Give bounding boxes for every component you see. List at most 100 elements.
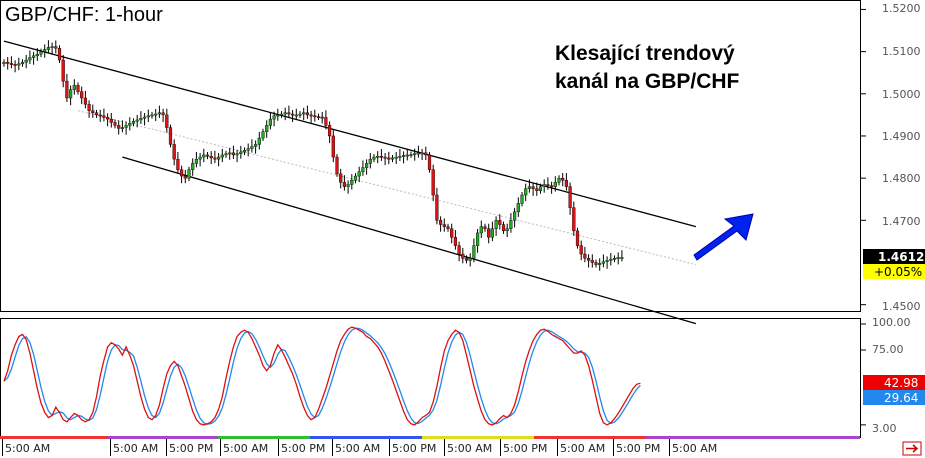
scroll-right-icon bbox=[906, 444, 919, 453]
price-badge-bg bbox=[863, 249, 925, 264]
candle bbox=[213, 157, 217, 160]
candle bbox=[94, 112, 99, 116]
candle bbox=[183, 175, 187, 179]
candle bbox=[198, 156, 202, 160]
stochastic-k-line bbox=[3, 326, 641, 426]
candle bbox=[65, 80, 69, 99]
candle bbox=[157, 112, 161, 115]
candle bbox=[43, 49, 47, 52]
candle bbox=[272, 115, 276, 120]
x-tick-label: 5:00 PM bbox=[503, 442, 547, 455]
candle bbox=[527, 186, 531, 189]
candle bbox=[320, 116, 324, 119]
candle bbox=[316, 116, 321, 118]
x-tick-label: 5:00 AM bbox=[447, 442, 492, 455]
candle bbox=[513, 211, 517, 221]
candle bbox=[24, 59, 28, 63]
candle bbox=[13, 64, 17, 66]
channel-upper-line bbox=[3, 40, 697, 228]
price-axis: 1.5200 1.5100 1.5000 1.4900 1.4800 1.470… bbox=[882, 2, 921, 313]
candle bbox=[253, 144, 258, 147]
x-tick-label: 5:00 AM bbox=[672, 442, 717, 455]
candle bbox=[239, 151, 243, 154]
y-tick-label: 1.4800 bbox=[882, 172, 921, 185]
candle bbox=[9, 63, 13, 65]
candle bbox=[176, 158, 180, 170]
d-badge: 29.64 bbox=[884, 391, 918, 405]
candle bbox=[468, 258, 472, 261]
candle bbox=[450, 228, 454, 238]
candle bbox=[509, 220, 513, 229]
candle bbox=[457, 245, 461, 255]
candle bbox=[98, 114, 102, 117]
candle bbox=[32, 55, 36, 58]
candle bbox=[39, 51, 43, 55]
annotation-line-1: Klesající trendový bbox=[555, 42, 735, 65]
candle bbox=[609, 258, 613, 261]
candle bbox=[476, 232, 480, 246]
candle bbox=[294, 114, 298, 117]
stochastic-axis: 100.00 75.00 3.00 bbox=[872, 316, 911, 435]
candle bbox=[398, 156, 402, 158]
y-tick-label: 1.5200 bbox=[882, 2, 921, 15]
candle bbox=[35, 53, 39, 57]
candle bbox=[494, 220, 498, 229]
stochastic-d-line bbox=[3, 327, 641, 425]
candle bbox=[61, 59, 65, 82]
candle bbox=[261, 131, 265, 139]
candle bbox=[283, 112, 287, 115]
candle bbox=[172, 144, 176, 160]
x-tick-label: 5:00 PM bbox=[169, 442, 213, 455]
d-badge-bg bbox=[863, 390, 925, 405]
candle bbox=[105, 117, 110, 120]
candle bbox=[420, 152, 424, 155]
candle bbox=[427, 154, 432, 170]
candle bbox=[161, 112, 165, 116]
candle bbox=[365, 163, 369, 168]
candle bbox=[372, 156, 376, 160]
candle bbox=[435, 194, 439, 221]
price-badge: 1.4612 bbox=[878, 250, 924, 264]
candle bbox=[598, 263, 602, 265]
candle bbox=[538, 186, 543, 191]
y-tick-label: 1.4900 bbox=[882, 130, 921, 143]
candle bbox=[113, 122, 117, 126]
candle bbox=[87, 104, 91, 111]
trend-arrow-icon bbox=[693, 213, 754, 261]
candle bbox=[331, 135, 335, 158]
candle bbox=[520, 194, 524, 204]
candle bbox=[339, 173, 343, 183]
candle bbox=[501, 224, 506, 232]
candle bbox=[242, 150, 247, 153]
x-tick-label: 5:00 PM bbox=[616, 442, 660, 455]
stoch-tick-label: 100.00 bbox=[872, 316, 911, 329]
candle bbox=[120, 127, 124, 129]
candle bbox=[224, 153, 228, 156]
candle bbox=[553, 182, 557, 187]
candle bbox=[191, 163, 195, 170]
candle bbox=[298, 113, 302, 116]
y-tick-label: 1.5100 bbox=[882, 45, 921, 58]
candle bbox=[516, 203, 520, 213]
x-tick-label: 5:00 AM bbox=[560, 442, 605, 455]
candle bbox=[568, 186, 572, 208]
candle bbox=[546, 184, 550, 186]
candle bbox=[80, 91, 84, 99]
candle bbox=[498, 220, 502, 225]
candle bbox=[464, 258, 469, 261]
candle bbox=[231, 152, 235, 156]
candle bbox=[165, 114, 169, 128]
candle bbox=[139, 118, 143, 121]
candle bbox=[531, 186, 535, 189]
candle bbox=[394, 156, 398, 159]
candle bbox=[17, 63, 21, 66]
candle bbox=[250, 146, 254, 149]
candle bbox=[309, 114, 313, 117]
candle bbox=[453, 236, 457, 246]
candle bbox=[601, 261, 605, 264]
candle bbox=[550, 185, 554, 188]
candle bbox=[142, 116, 147, 119]
x-tick-label: 5:00 AM bbox=[223, 442, 268, 455]
candle bbox=[68, 89, 73, 99]
candle bbox=[302, 112, 306, 115]
